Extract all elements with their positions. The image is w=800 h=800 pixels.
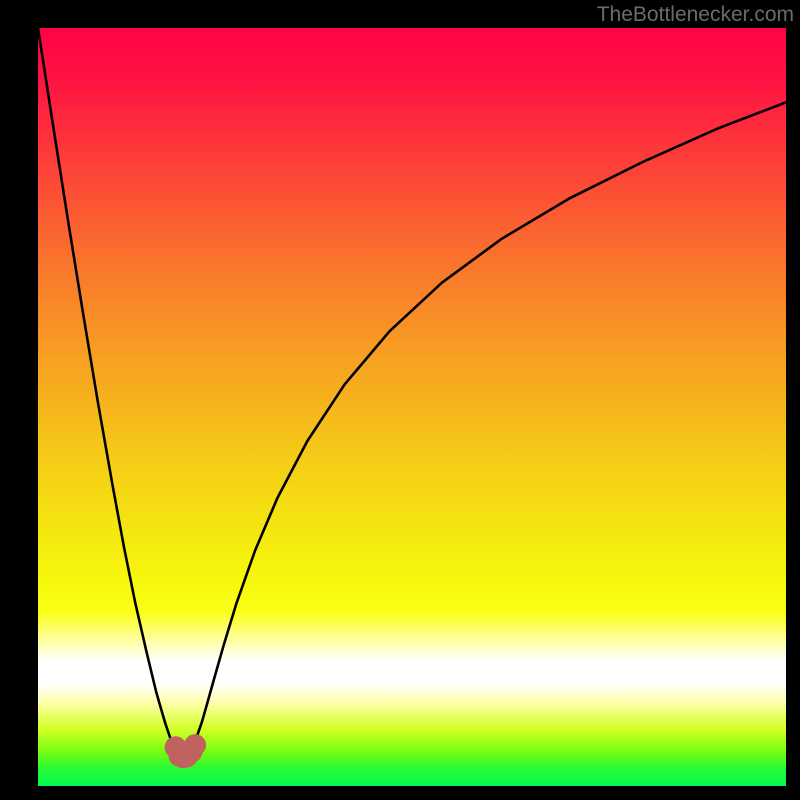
- plot-area: [38, 28, 786, 786]
- chart-canvas: TheBottlenecker.com: [0, 0, 800, 800]
- frame-right: [786, 0, 800, 800]
- watermark-text: TheBottlenecker.com: [597, 3, 794, 27]
- bottleneck-curve: [38, 28, 786, 786]
- frame-bottom: [0, 786, 800, 800]
- frame-left: [0, 0, 38, 800]
